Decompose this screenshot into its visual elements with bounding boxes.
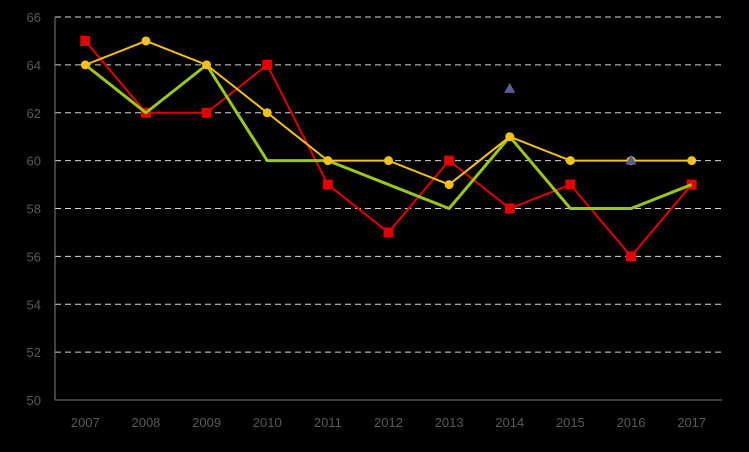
y-tick-label: 54 — [27, 297, 41, 312]
x-tick-label: 2010 — [253, 415, 282, 430]
data-point-circle — [262, 108, 272, 118]
data-point-circle — [323, 156, 333, 166]
y-tick-label: 62 — [27, 106, 41, 121]
data-point-square — [383, 227, 394, 238]
data-point-square — [444, 155, 455, 166]
y-tick-label: 58 — [27, 202, 41, 217]
data-point-square — [201, 107, 212, 118]
data-point-circle — [202, 60, 212, 70]
x-tick-label: 2009 — [192, 415, 221, 430]
data-point-square — [262, 59, 273, 70]
data-point-circle — [505, 132, 515, 142]
y-tick-labels: 50 52 54 56 58 60 62 64 66 — [27, 10, 41, 408]
series-3 — [504, 82, 637, 165]
data-point-square — [565, 179, 576, 190]
y-tick-label: 64 — [27, 58, 41, 73]
data-point-square — [504, 203, 515, 214]
y-tick-label: 50 — [27, 393, 41, 408]
data-point-triangle — [504, 82, 516, 93]
data-point-square — [322, 179, 333, 190]
data-point-square — [626, 251, 637, 262]
y-tick-label: 56 — [27, 249, 41, 264]
x-tick-label: 2015 — [556, 415, 585, 430]
data-point-circle — [80, 60, 90, 70]
data-point-square — [80, 35, 91, 46]
x-tick-label: 2013 — [435, 415, 464, 430]
data-point-circle — [384, 156, 393, 166]
x-tick-label: 2007 — [71, 415, 100, 430]
data-point-circle — [687, 156, 697, 166]
data-point-circle — [141, 36, 151, 46]
data-point-circle — [444, 180, 454, 190]
y-tick-label: 60 — [27, 154, 41, 169]
axes — [54, 17, 722, 401]
x-tick-labels: 2007 2008 2009 2010 2011 2012 2013 2014 2015 2016… — [71, 415, 706, 430]
data-point-triangle — [625, 154, 637, 165]
series-line — [84, 63, 693, 210]
x-tick-label: 2012 — [374, 415, 403, 430]
series-2 — [80, 36, 697, 190]
series-0 — [80, 35, 697, 262]
series-line — [84, 40, 693, 258]
x-tick-label: 2014 — [495, 415, 524, 430]
x-tick-label: 2016 — [617, 415, 646, 430]
x-tick-label: 2008 — [131, 415, 160, 430]
x-tick-label: 2017 — [677, 415, 706, 430]
series — [80, 35, 697, 262]
data-point-circle — [565, 156, 575, 166]
series-1 — [84, 63, 693, 210]
y-tick-label: 52 — [27, 345, 41, 360]
y-tick-label: 66 — [27, 10, 41, 25]
x-tick-label: 2011 — [314, 415, 342, 430]
